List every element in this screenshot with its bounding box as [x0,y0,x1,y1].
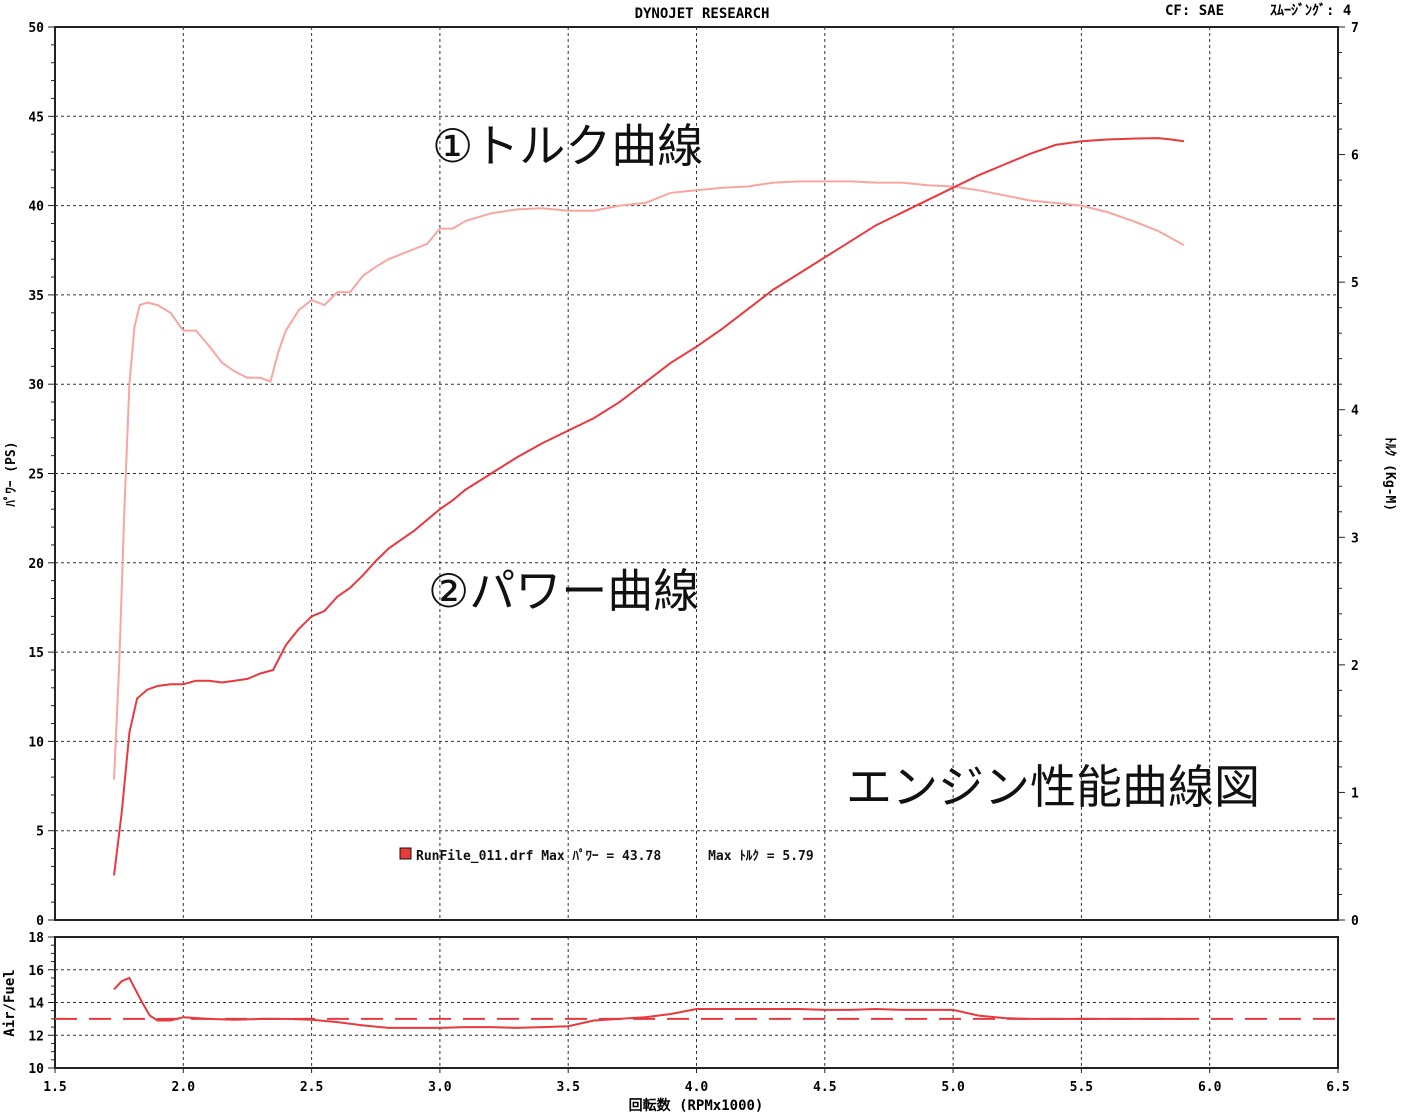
left-axis-ticks: 0 5 10 15 20 25 30 35 40 45 50 [28,21,55,929]
afr-axis-ticks: 10 12 14 16 18 [28,931,55,1077]
afr-tick-label: 12 [28,1029,44,1044]
right-tick-label: 6 [1351,149,1359,164]
x-tick-label: 1.5 [43,1080,66,1095]
afr-grid [55,937,1338,1068]
left-tick-label: 35 [28,289,44,304]
x-tick-label: 2.5 [300,1080,323,1095]
figure-caption: エンジン性能曲線図 [846,760,1260,814]
x-tick-label: 2.0 [172,1080,196,1095]
afr-tick-label: 10 [28,1062,44,1077]
power-curve-annotation: ②パワー曲線 [428,564,699,618]
left-tick-label: 45 [28,110,44,125]
left-tick-label: 5 [36,825,44,840]
smoothing-label: ｽﾑｰｼﾞﾝｸﾞ: 4 [1270,2,1351,19]
afr-curve-line [113,976,1184,1029]
right-tick-label: 5 [1351,276,1359,291]
right-tick-label: 0 [1351,914,1359,929]
left-tick-label: 25 [28,468,44,483]
chart-title: DYNOJET RESEARCH [635,6,770,22]
afr-tick-label: 18 [28,931,44,946]
afr-axis-label: Air/Fuel [2,969,18,1036]
main-grid [55,27,1338,920]
left-tick-label: 50 [28,21,44,36]
right-tick-label: 4 [1351,404,1359,419]
left-axis-label: ﾊﾟﾜｰ (PS) [3,441,19,507]
x-axis-ticks: 1.5 2.0 2.5 3.0 3.5 4.0 4.5 5.0 5.5 6.0 6.5 [43,1068,1350,1095]
x-tick-label: 6.0 [1198,1080,1222,1095]
power-curve-line [113,137,1185,876]
left-tick-label: 0 [36,914,44,929]
left-tick-label: 10 [28,735,44,750]
left-tick-label: 15 [28,646,44,661]
x-tick-label: 5.0 [941,1080,965,1095]
left-tick-label: 40 [28,200,44,215]
legend-text: RunFile_011.drf Max ﾊﾟﾜｰ = 43.78 Max ﾄﾙｸ… [416,848,814,864]
right-tick-label: 2 [1351,659,1359,674]
right-tick-label: 3 [1351,531,1359,546]
legend-swatch [399,847,412,860]
x-tick-label: 6.5 [1326,1080,1349,1095]
right-tick-label: 7 [1351,21,1359,36]
torque-curve-annotation: ①トルク曲線 [432,119,703,173]
x-tick-label: 5.5 [1070,1080,1093,1095]
afr-tick-label: 16 [28,964,44,979]
right-axis-ticks: 0 1 2 3 4 5 6 7 [1338,21,1359,929]
cf-label: CF: SAE [1165,3,1224,19]
x-tick-label: 4.5 [813,1080,836,1095]
afr-tick-label: 14 [28,997,44,1012]
left-tick-label: 20 [28,557,44,572]
x-axis-label: 回転数 (RPMx1000) [629,1097,764,1114]
torque-curve-line [113,180,1185,780]
right-tick-label: 1 [1351,786,1359,801]
x-tick-label: 3.5 [556,1080,579,1095]
x-tick-label: 3.0 [428,1080,452,1095]
x-tick-label: 4.0 [685,1080,709,1095]
right-axis-label: ﾄﾙｸ (Kg-M) [1382,437,1397,511]
left-tick-label: 30 [28,378,44,393]
